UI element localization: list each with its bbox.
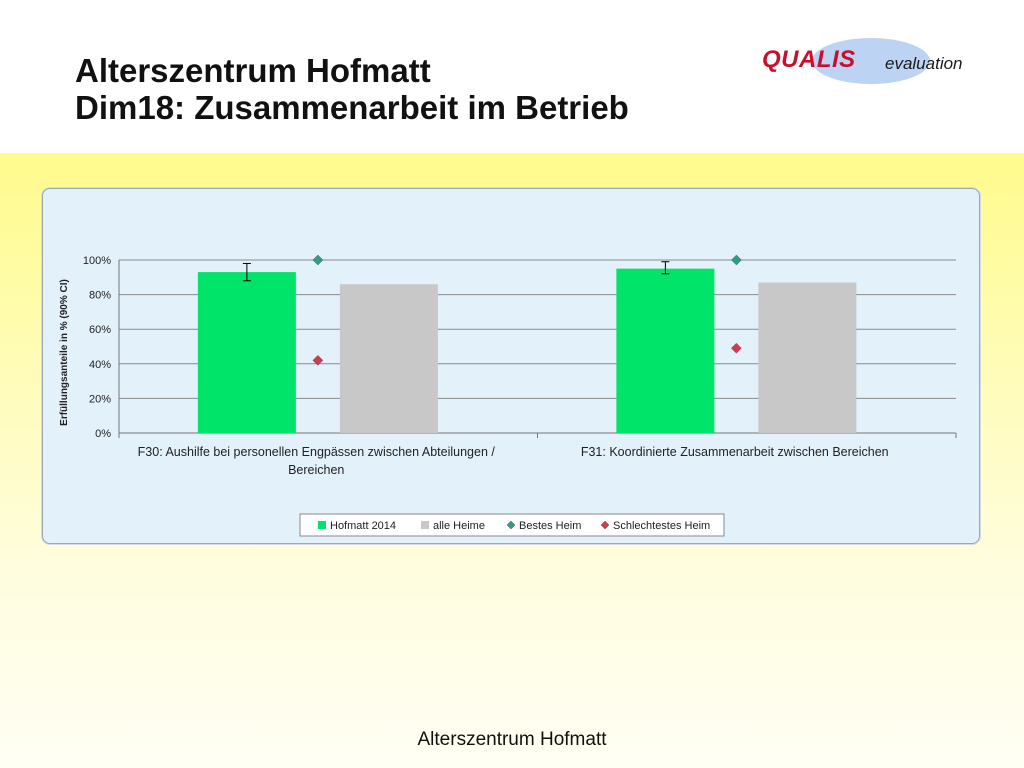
legend-label: Bestes Heim <box>519 520 581 532</box>
x-category-label: F30: Aushilfe bei personellen Engpässen … <box>138 445 496 459</box>
y-tick-label: 20% <box>89 393 111 405</box>
bar-hofmatt <box>197 272 296 433</box>
footer-text: Alterszentrum Hofmatt <box>417 729 607 750</box>
title-line-1: Alterszentrum Hofmatt <box>75 52 431 89</box>
legend-label: Schlechtestes Heim <box>613 520 710 532</box>
logo-ellipse <box>812 38 930 84</box>
logo-word-qualis: QUALIS <box>762 46 856 73</box>
y-tick-label: 0% <box>95 428 111 440</box>
legend-label: Hofmatt 2014 <box>330 520 396 532</box>
y-tick-label: 60% <box>89 324 111 336</box>
qualis-logo: QUALIS evaluation <box>752 36 982 88</box>
marker-schlechtestes-heim <box>312 354 324 366</box>
bar-alle-heime <box>339 284 438 433</box>
bar-alle-heime <box>758 282 857 433</box>
y-tick-label: 100% <box>83 255 111 267</box>
slide-title: Alterszentrum Hofmatt Dim18: Zusammenarb… <box>75 52 629 126</box>
legend-swatch <box>600 520 610 530</box>
x-category-label: Bereichen <box>288 463 344 477</box>
legend-swatch <box>506 520 516 530</box>
title-line-2: Dim18: Zusammenarbeit im Betrieb <box>75 89 629 126</box>
legend-swatch <box>318 521 326 529</box>
logo-word-evaluation: evaluation <box>885 54 963 73</box>
marker-bestes-heim <box>731 254 742 266</box>
marker-schlechtestes-heim <box>731 342 742 354</box>
legend: Hofmatt 2014 alle Heime Bestes Heim Schlech… <box>299 513 725 537</box>
y-axis-label: Erfüllungsanteile in % (90% CI) <box>59 279 70 426</box>
y-tick-label: 80% <box>89 290 111 302</box>
x-category-label: F31: Koordinierte Zusammenarbeit zwische… <box>581 445 889 459</box>
chart-panel: 0% 20% 40% 60% 80% 100% Erfüllungsanteile in %… <box>42 188 980 544</box>
y-tick-label: 40% <box>89 359 111 371</box>
bar-hofmatt <box>616 268 715 433</box>
bar-chart: 0% 20% 40% 60% 80% 100% Erfüllungsanteile in %… <box>59 254 957 537</box>
legend-swatch <box>421 521 429 529</box>
marker-bestes-heim <box>312 254 324 266</box>
legend-label: alle Heime <box>433 520 485 532</box>
